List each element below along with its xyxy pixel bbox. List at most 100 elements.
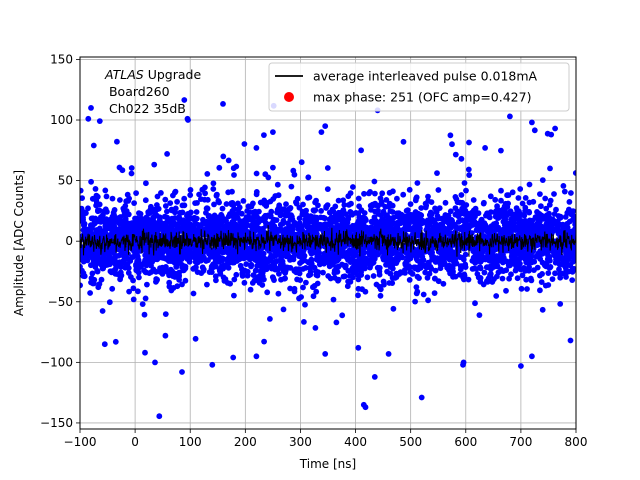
scatter-point bbox=[490, 260, 497, 266]
scatter-point bbox=[202, 184, 208, 191]
y-tick-label: −150 bbox=[40, 416, 73, 430]
scatter-point bbox=[460, 256, 467, 263]
scatter-point bbox=[361, 210, 368, 216]
scatter-point bbox=[187, 233, 194, 239]
scatter-point bbox=[117, 197, 123, 203]
scatter-point bbox=[397, 215, 404, 221]
scatter-point bbox=[347, 273, 353, 279]
scatter-point bbox=[223, 217, 230, 224]
scatter-point bbox=[240, 223, 247, 230]
scatter-point bbox=[247, 286, 254, 293]
scatter-point bbox=[455, 218, 462, 225]
scatter-point bbox=[334, 222, 340, 229]
scatter-point bbox=[553, 226, 560, 232]
scatter-point bbox=[531, 267, 537, 273]
x-axis-label: Time [ns] bbox=[299, 457, 356, 471]
scatter-point bbox=[368, 261, 374, 268]
scatter-point bbox=[505, 262, 512, 269]
scatter-point bbox=[508, 271, 514, 278]
scatter-point bbox=[376, 271, 383, 278]
scatter-point bbox=[368, 206, 374, 213]
scatter-point bbox=[472, 300, 478, 307]
scatter-point bbox=[208, 253, 214, 260]
scatter-point bbox=[310, 293, 317, 300]
scatter-point bbox=[346, 250, 353, 257]
scatter-point bbox=[82, 227, 88, 234]
scatter-point bbox=[302, 301, 308, 308]
scatter-point bbox=[461, 229, 467, 236]
scatter-point bbox=[394, 195, 400, 202]
scatter-point bbox=[250, 200, 256, 207]
scatter-point bbox=[211, 201, 217, 208]
scatter-point bbox=[514, 208, 521, 215]
scatter-point-outlier bbox=[142, 349, 148, 356]
scatter-point bbox=[248, 263, 254, 270]
scatter-point bbox=[215, 198, 222, 204]
scatter-point-outlier bbox=[458, 155, 465, 162]
x-tick-label: 600 bbox=[454, 435, 477, 449]
scatter-point bbox=[531, 127, 538, 134]
scatter-point bbox=[541, 261, 548, 268]
scatter-point bbox=[136, 274, 142, 281]
scatter-point bbox=[283, 201, 289, 208]
scatter-point bbox=[154, 276, 161, 283]
scatter-point bbox=[290, 167, 297, 174]
scatter-point bbox=[330, 296, 337, 303]
scatter-point bbox=[275, 192, 282, 199]
scatter-point bbox=[109, 195, 116, 202]
scatter-point bbox=[212, 273, 219, 280]
scatter-point bbox=[458, 192, 465, 198]
scatter-point bbox=[110, 230, 116, 237]
scatter-point bbox=[498, 187, 504, 194]
scatter-point bbox=[493, 293, 500, 299]
scatter-point bbox=[431, 290, 438, 296]
scatter-point bbox=[179, 281, 185, 288]
scatter-point bbox=[339, 312, 346, 319]
scatter-point bbox=[470, 213, 477, 219]
scatter-point bbox=[524, 223, 531, 230]
scatter-point bbox=[122, 264, 129, 271]
scatter-point bbox=[537, 191, 543, 198]
scatter-point bbox=[150, 214, 157, 221]
scatter-point bbox=[187, 192, 194, 199]
scatter-point bbox=[342, 211, 349, 217]
scatter-point bbox=[131, 219, 138, 226]
scatter-point bbox=[558, 222, 565, 229]
scatter-point bbox=[196, 191, 203, 198]
scatter-point bbox=[95, 208, 101, 215]
scatter-point bbox=[129, 254, 136, 261]
scatter-point-outlier bbox=[253, 353, 260, 360]
scatter-point bbox=[181, 202, 188, 209]
scatter-point bbox=[324, 165, 331, 171]
scatter-point bbox=[572, 170, 576, 176]
scatter-point bbox=[495, 269, 502, 276]
scatter-point-outlier bbox=[371, 374, 378, 380]
scatter-point bbox=[422, 204, 429, 211]
scatter-point bbox=[566, 206, 572, 213]
scatter-point bbox=[356, 203, 362, 210]
scatter-point bbox=[390, 188, 396, 195]
y-tick-label: −100 bbox=[40, 355, 73, 369]
scatter-point bbox=[204, 171, 211, 177]
scatter-point bbox=[363, 256, 370, 263]
scatter-point bbox=[461, 180, 468, 186]
scatter-point bbox=[296, 295, 302, 302]
scatter-point-outlier bbox=[385, 351, 392, 357]
scatter-point bbox=[250, 253, 257, 259]
scatter-point bbox=[313, 197, 319, 204]
scatter-point bbox=[143, 219, 150, 226]
annotation-channel: Ch022 35dB bbox=[105, 101, 186, 116]
scatter-point bbox=[94, 218, 100, 225]
scatter-point bbox=[469, 266, 476, 272]
scatter-point bbox=[313, 226, 320, 233]
scatter-point bbox=[543, 205, 550, 212]
y-tick-label: 150 bbox=[50, 52, 73, 66]
scatter-point bbox=[302, 220, 309, 226]
scatter-point bbox=[146, 224, 153, 231]
scatter-point bbox=[485, 252, 492, 258]
scatter-point bbox=[172, 274, 178, 280]
scatter-point bbox=[381, 228, 388, 235]
scatter-point bbox=[308, 257, 315, 264]
scatter-point bbox=[102, 206, 109, 213]
